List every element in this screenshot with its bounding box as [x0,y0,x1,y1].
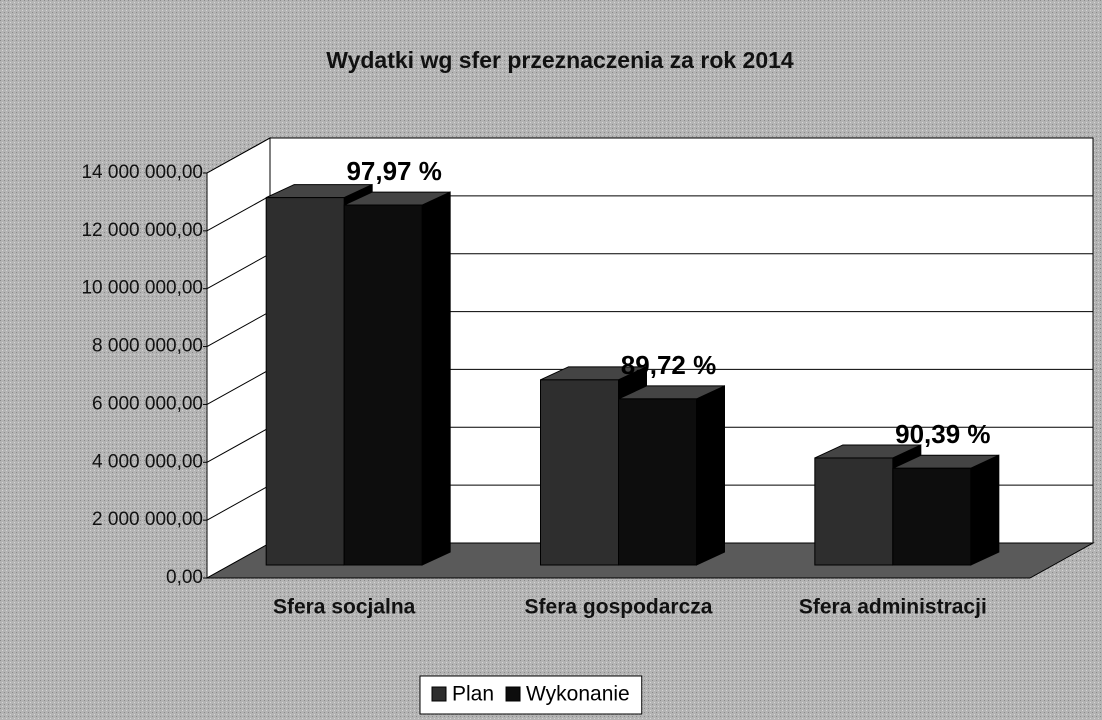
x-tick-label: Sfera gospodarcza [525,596,713,619]
annotation: 90,39 % [895,419,990,449]
legend [419,675,643,715]
x-tick-label: Sfera administracji [799,596,987,619]
y-tick-label: 6 000 000,00 [92,393,203,414]
legend-label: Plan [452,683,494,706]
bar [540,379,619,566]
bar-side [696,385,725,566]
grid-line [206,137,1093,174]
bar-side [421,191,451,566]
legend-swatch [431,686,447,702]
bar [814,457,894,566]
bar-side [970,454,1000,566]
y-tick-label: 10 000 000,00 [81,278,203,299]
bar [343,204,423,566]
left-wall [206,137,271,579]
x-tick-label: Sfera socjalna [273,596,416,619]
annotation: 89,72 % [621,350,716,380]
y-tick-label: 12 000 000,00 [81,220,203,241]
bar [618,398,697,566]
y-tick-label: 0,00 [166,567,203,588]
y-tick-label: 2 000 000,00 [92,509,203,530]
y-tick-label: 4 000 000,00 [92,451,203,472]
y-tick-label: 8 000 000,00 [92,336,203,357]
chart-title: Wydatki wg sfer przeznaczenia za rok 201… [326,47,794,73]
bar [892,467,972,566]
annotation: 97,97 % [346,156,441,186]
y-tick-label: 14 000 000,00 [81,162,203,183]
legend-swatch [505,686,521,702]
bar [265,197,345,566]
legend-label: Wykonanie [526,683,630,706]
